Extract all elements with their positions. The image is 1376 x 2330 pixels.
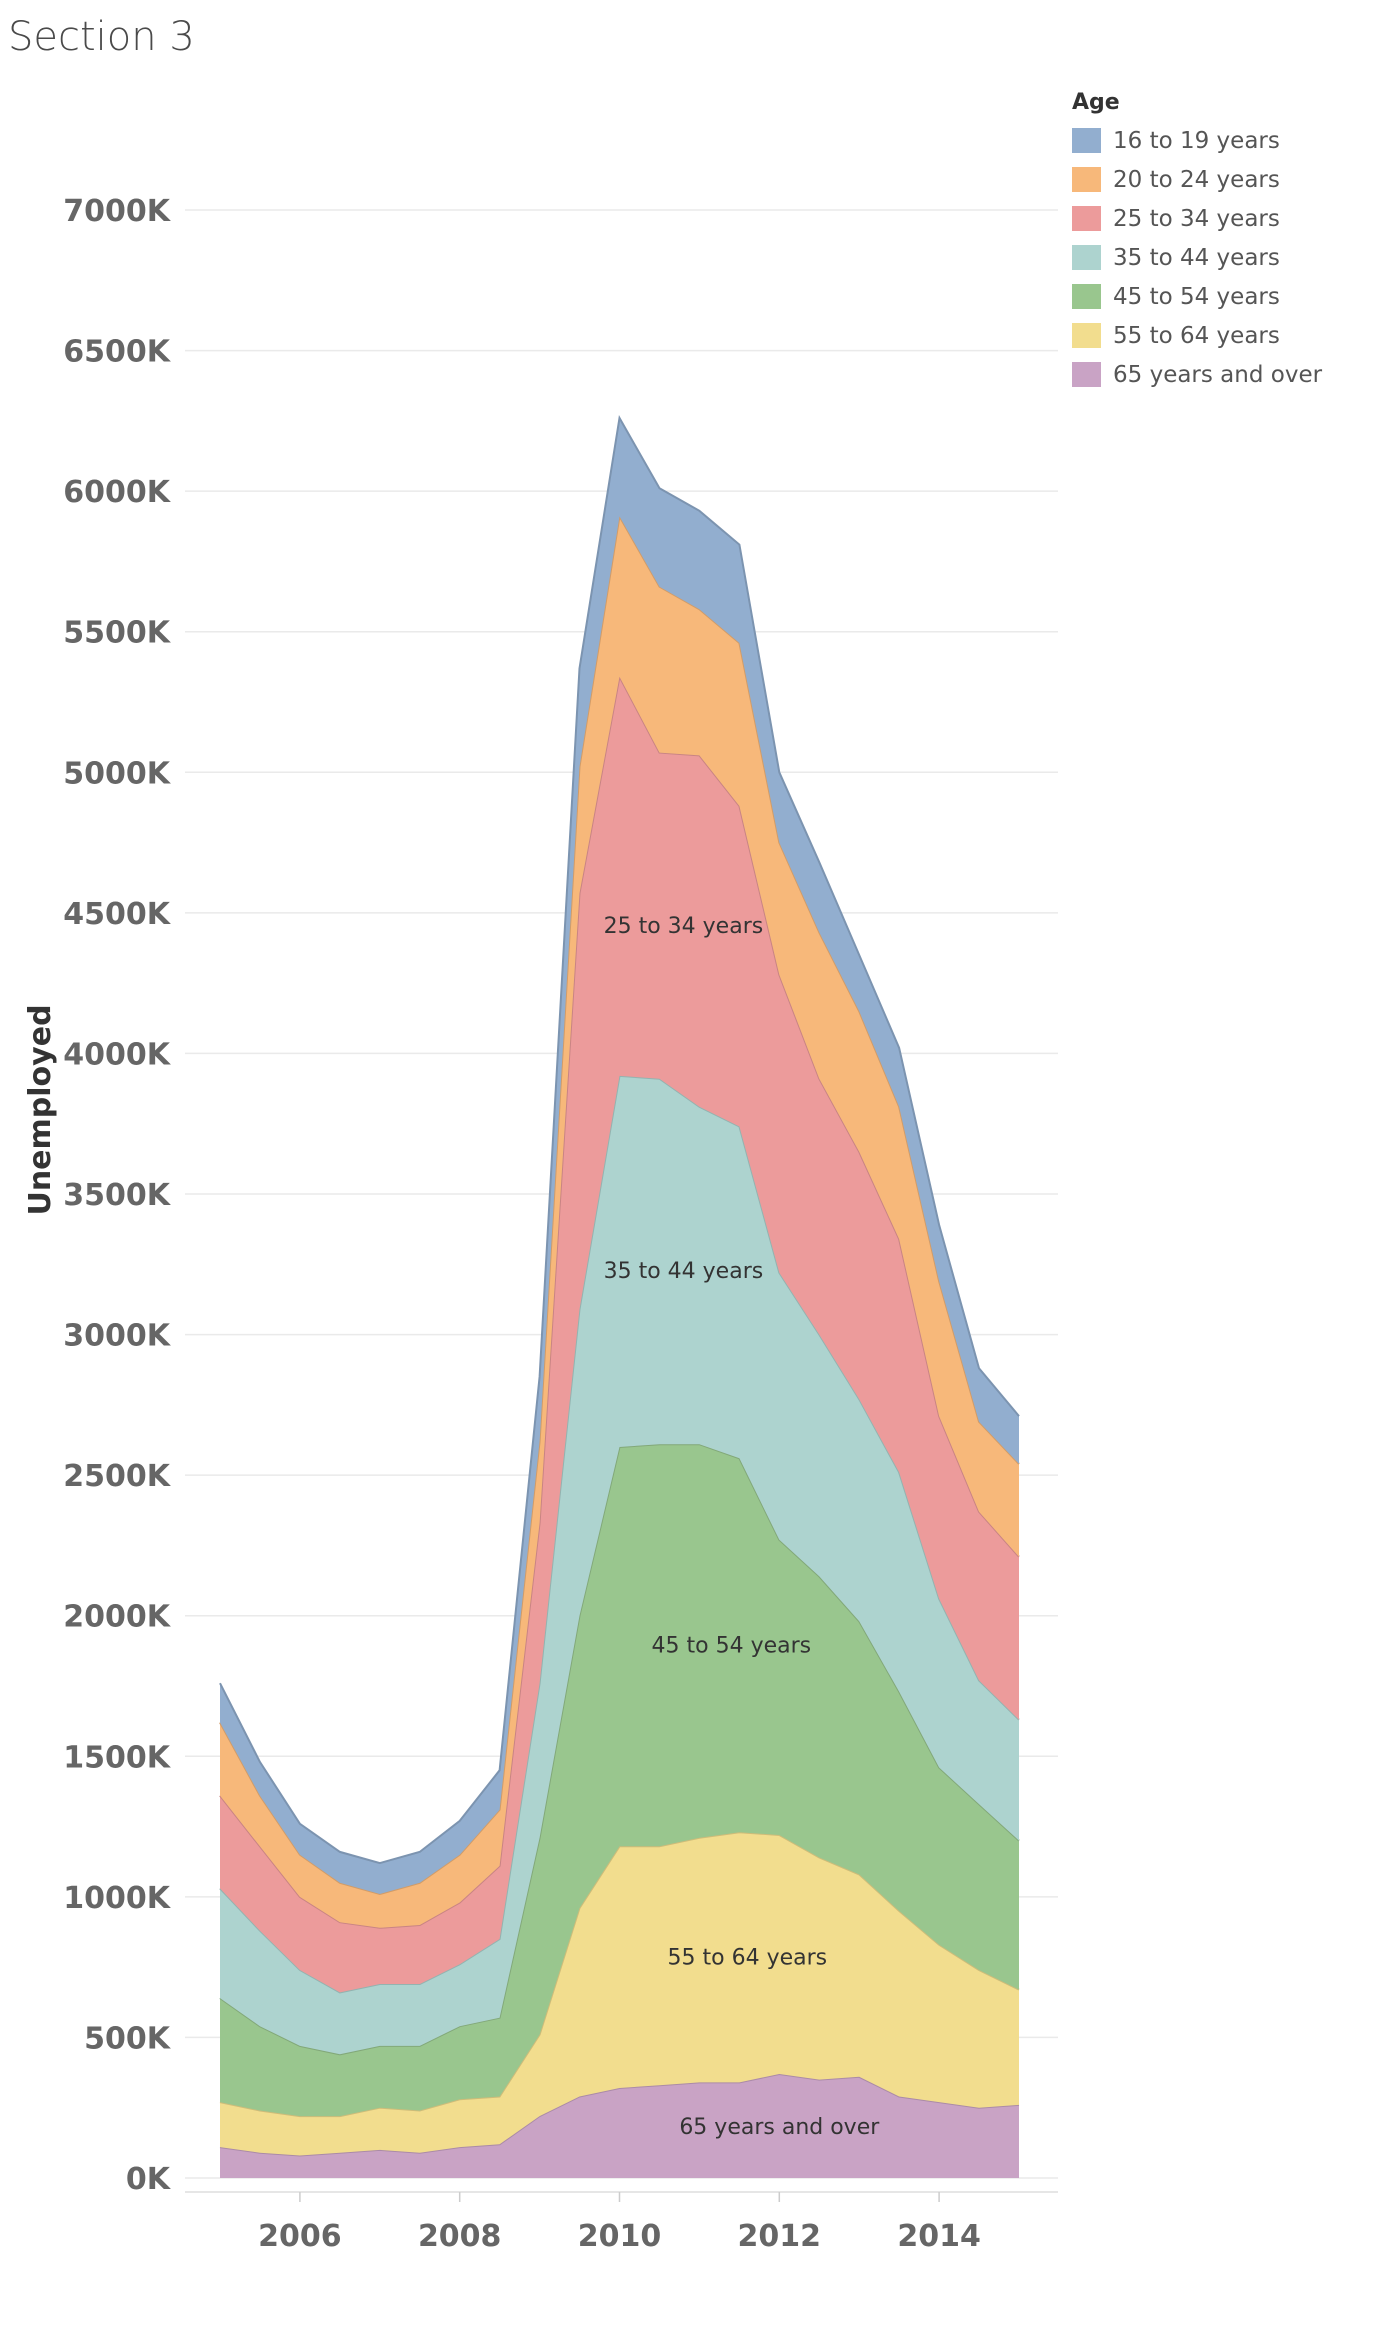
legend-label: 16 to 19 years [1113, 127, 1280, 154]
legend-swatch [1072, 284, 1101, 309]
area-label: 25 to 34 years [604, 914, 764, 939]
y-tick-label: 5000K [63, 756, 171, 791]
legend-item[interactable]: 35 to 44 years [1072, 238, 1322, 277]
y-axis-ticks: 0K 500K 1000K 1500K 2000K 2500K 3000K 3500K 4000… [63, 194, 171, 2197]
y-tick-label: 6000K [63, 475, 171, 510]
y-tick-label: 2000K [63, 1600, 171, 1635]
legend-title: Age [1072, 90, 1120, 115]
legend-label: 25 to 34 years [1113, 205, 1280, 232]
area-25-to-34-years[interactable] [220, 676, 1019, 1993]
area-label: 55 to 64 years [668, 1946, 828, 1971]
y-tick-label: 3500K [63, 1178, 171, 1213]
x-tick-label: 2010 [578, 2219, 662, 2254]
legend-swatch [1072, 206, 1101, 231]
legend-swatch [1072, 362, 1101, 387]
y-axis-label: Unemployed [23, 1004, 58, 1215]
y-tick-label: 4500K [63, 897, 171, 932]
y-tick-label: 1000K [63, 1881, 171, 1916]
legend-swatch [1072, 167, 1101, 192]
area-labels: 25 to 34 years 35 to 44 years 45 to 54 yea… [604, 914, 881, 2140]
area-55-to-64-years[interactable] [220, 1832, 1019, 2156]
y-tick-label: 3000K [63, 1319, 171, 1354]
legend-label: 55 to 64 years [1113, 322, 1280, 349]
x-axis-ticks: 2006 2008 2010 2012 2014 [258, 2192, 981, 2254]
y-tick-label: 1500K [63, 1740, 171, 1775]
x-tick-label: 2012 [738, 2219, 822, 2254]
legend-label: 20 to 24 years [1113, 166, 1280, 193]
y-tick-label: 2500K [63, 1459, 171, 1494]
area-label: 45 to 54 years [652, 1633, 812, 1658]
area-35-to-44-years[interactable] [220, 1075, 1019, 2055]
y-tick-label: 0K [126, 2162, 172, 2197]
legend-swatch [1072, 128, 1101, 153]
area-label: 65 years and over [679, 2115, 880, 2140]
y-tick-label: 5500K [63, 616, 171, 651]
x-tick-label: 2014 [897, 2219, 981, 2254]
y-tick-label: 4000K [63, 1037, 171, 1072]
legend-item[interactable]: 65 years and over [1072, 355, 1322, 394]
y-tick-label: 6500K [63, 335, 171, 370]
legend-item[interactable]: 25 to 34 years [1072, 199, 1322, 238]
legend-item[interactable]: 45 to 54 years [1072, 277, 1322, 316]
legend-label: 45 to 54 years [1113, 283, 1280, 310]
legend-item[interactable]: 16 to 19 years [1072, 121, 1322, 160]
legend-swatch [1072, 245, 1101, 270]
area-45-to-54-years[interactable] [220, 1444, 1019, 2117]
legend-item[interactable]: 20 to 24 years [1072, 160, 1322, 199]
page-title: Section 3 [8, 14, 195, 60]
legend-label: 65 years and over [1113, 361, 1323, 388]
legend-items: 16 to 19 years 20 to 24 years 25 to 34 yea… [1072, 121, 1322, 394]
area-label: 35 to 44 years [604, 1259, 764, 1284]
legend-label: 35 to 44 years [1113, 244, 1280, 271]
y-tick-label: 7000K [63, 194, 171, 229]
legend-item[interactable]: 55 to 64 years [1072, 316, 1322, 355]
y-tick-label: 500K [84, 2021, 172, 2056]
x-tick-label: 2008 [418, 2219, 502, 2254]
x-tick-label: 2006 [258, 2219, 342, 2254]
area-edge [219, 415, 1020, 1865]
legend-swatch [1072, 323, 1101, 348]
area-series [219, 415, 1020, 2178]
area-65-years-and-over[interactable] [220, 2074, 1019, 2178]
legend: Age 16 to 19 years 20 to 24 years 25 to 34… [1072, 90, 1322, 394]
